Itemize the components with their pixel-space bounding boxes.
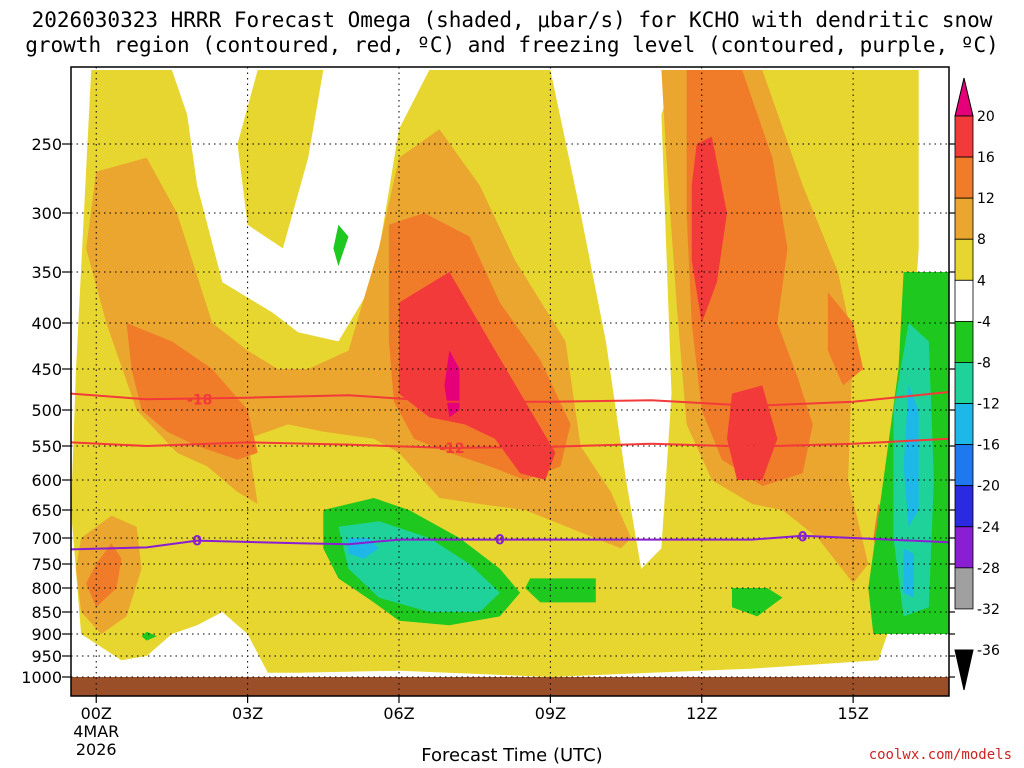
omega-region-25 (903, 548, 914, 598)
colorbar-bin-6 (954, 362, 974, 404)
y-tick-label-700: 700 (31, 529, 62, 548)
contour-dgz-18C (71, 391, 949, 407)
omega-region-5 (126, 323, 258, 460)
colorbar-label-7: -12 (977, 397, 1000, 413)
colorbar-bin-1 (954, 156, 974, 199)
x-tick-label-9: 09Z (535, 704, 566, 723)
axes: 250 300 350 400 450 500 550 600 650 700 750 800 850 9… (21, 135, 955, 759)
contour-freezing-level-0C (71, 534, 949, 551)
y-tick-label-350: 350 (31, 263, 62, 282)
y-tick-label-450: 450 (31, 360, 62, 379)
y-tick-label-500: 500 (31, 401, 62, 420)
y-tick-label-300: 300 (31, 204, 62, 223)
contour-label-3: 0 (495, 533, 505, 549)
omega-region-8 (86, 543, 122, 608)
contour-label-0: -18 (187, 392, 212, 408)
x-tick-sublabel-year: 2026 (76, 740, 117, 759)
omega-region-18 (732, 588, 783, 617)
x-tick-sublabel-date: 4MAR (73, 722, 119, 741)
colorbar-label-8: -16 (977, 438, 1000, 454)
omega-region-11 (399, 272, 556, 480)
colorbar-label-5: -4 (977, 314, 991, 330)
colorbar-label-6: -8 (977, 355, 991, 371)
credit-text: coolwx.com/models (868, 747, 1012, 763)
colorbar-label-13: -36 (977, 643, 1000, 659)
contour-label-4: 0 (798, 529, 808, 545)
colorbar-bin-0 (954, 115, 974, 158)
colorbar-label-2: 12 (977, 191, 995, 207)
y-tick-label-550: 550 (31, 437, 62, 456)
omega-region-9 (827, 292, 864, 386)
omega-region-14 (444, 350, 460, 418)
x-tick-label-15: 15Z (837, 704, 868, 723)
omega-region-12 (691, 136, 727, 323)
colorbar-bin-9 (954, 485, 974, 528)
colorbar-top-arrow (954, 77, 974, 117)
colorbar-label-4: 4 (977, 273, 986, 289)
chart-title-line1: 2026030323 HRRR Forecast Omega (shaded, … (31, 8, 993, 32)
colorbar-bin-2 (954, 197, 974, 240)
omega-region-17 (525, 578, 596, 603)
colorbar-label-10: -24 (977, 520, 1000, 536)
colorbar-bin-3 (954, 238, 974, 281)
colorbar-bin-5 (954, 320, 974, 363)
colorbar: 20 16 12 8 4 -4 -8 -12 -16 -20 -24 -28 -32 -36 (954, 77, 1000, 691)
y-tick-label-650: 650 (31, 501, 62, 520)
x-tick-label-0: 00Z (81, 704, 112, 723)
colorbar-bin-11 (954, 567, 974, 610)
omega-region-20 (141, 631, 157, 641)
colorbar-bin-8 (954, 444, 974, 487)
x-tick-label-3: 03Z (232, 704, 263, 723)
colorbar-label-0: 20 (977, 109, 995, 125)
x-tick-label-6: 06Z (383, 704, 414, 723)
colorbar-bin-4 (954, 279, 974, 322)
y-tick-label-850: 850 (31, 603, 62, 622)
omega-region-24 (903, 385, 919, 527)
contour-label-2: 0 (192, 534, 202, 550)
omega-region-1 (237, 70, 324, 249)
omega-region-19 (333, 224, 349, 267)
y-tick-label-600: 600 (31, 471, 62, 490)
y-tick-label-250: 250 (31, 135, 62, 154)
colorbar-label-3: 8 (977, 232, 986, 248)
colorbar-bin-7 (954, 403, 974, 446)
y-tick-label-950: 950 (31, 647, 62, 666)
contour-label-1: -12 (439, 441, 464, 457)
chart-title-line2: growth region (contoured, red, ºC) and f… (25, 33, 999, 57)
plot-frame (70, 66, 950, 697)
colorbar-bottom-arrow (954, 649, 974, 691)
omega-region-13 (727, 385, 778, 480)
colorbar-label-11: -28 (977, 561, 1000, 577)
x-axis-label: Forecast Time (UTC) (421, 745, 603, 766)
colorbar-label-1: 16 (977, 150, 995, 166)
x-tick-label-12: 12Z (686, 704, 717, 723)
colorbar-label-9: -20 (977, 479, 1000, 495)
y-tick-label-400: 400 (31, 314, 62, 333)
y-tick-label-900: 900 (31, 625, 62, 644)
contour-dgz-12C (71, 437, 949, 450)
omega-region-21 (338, 521, 500, 612)
y-tick-label-800: 800 (31, 579, 62, 598)
colorbar-label-12: -32 (977, 602, 1000, 618)
y-tick-label-1000: 1000 (21, 668, 62, 687)
colorbar-bin-10 (954, 526, 974, 569)
contour-lines: -18 -12 0 0 0 (71, 391, 949, 551)
ground-layer (71, 677, 949, 696)
y-tick-label-750: 750 (31, 555, 62, 574)
